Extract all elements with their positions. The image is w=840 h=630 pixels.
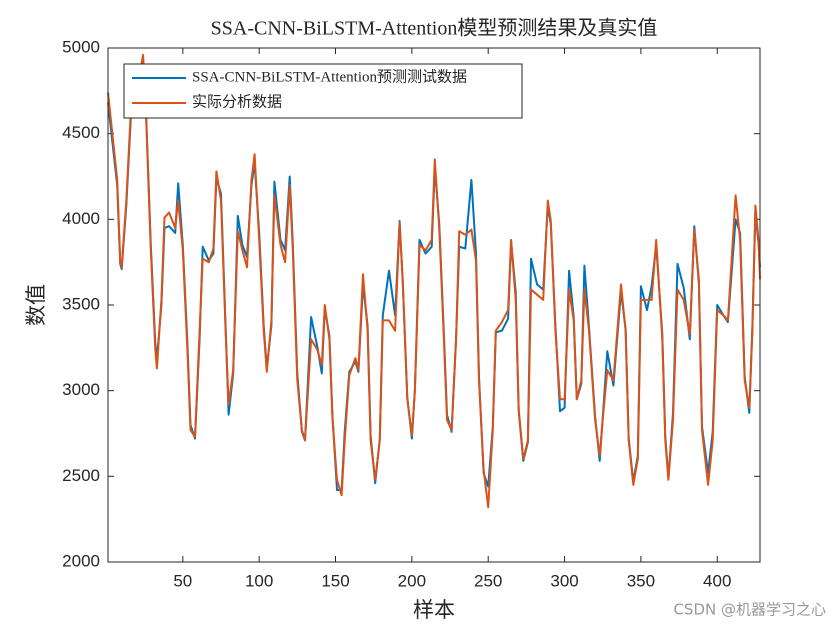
data-line [107, 53, 761, 509]
watermark: CSDN @机器学习之心 [673, 601, 826, 619]
x-tick-label: 350 [627, 571, 655, 590]
x-tick-label: 150 [321, 571, 349, 590]
legend-label: 实际分析数据 [192, 93, 282, 110]
x-tick-label: 300 [550, 571, 578, 590]
legend-box [123, 63, 523, 119]
x-tick-label: 400 [703, 571, 731, 590]
x-tick-label: 50 [173, 571, 192, 590]
y-tick-label: 4500 [62, 123, 100, 142]
y-tick-label: 2500 [62, 466, 100, 485]
x-tick-label: 200 [398, 571, 426, 590]
axes-box [107, 47, 761, 563]
y-tick-label: 2000 [62, 551, 100, 570]
x-tick-label: 250 [474, 571, 502, 590]
y-tick-label: 3500 [62, 294, 100, 313]
x-axis-label: 样本 [413, 598, 455, 622]
plot-area [108, 48, 760, 562]
chart-title: SSA-CNN-BiLSTM-Attention模型预测结果及真实值 [211, 17, 658, 40]
legend-label: SSA-CNN-BiLSTM-Attention预测测试数据 [192, 68, 467, 85]
y-axis-label: 数值 [24, 284, 48, 326]
x-tick-label: 100 [245, 571, 273, 590]
y-tick-label: 3000 [62, 380, 100, 399]
y-tick-label: 4000 [62, 209, 100, 228]
y-tick-label: 5000 [62, 37, 100, 56]
